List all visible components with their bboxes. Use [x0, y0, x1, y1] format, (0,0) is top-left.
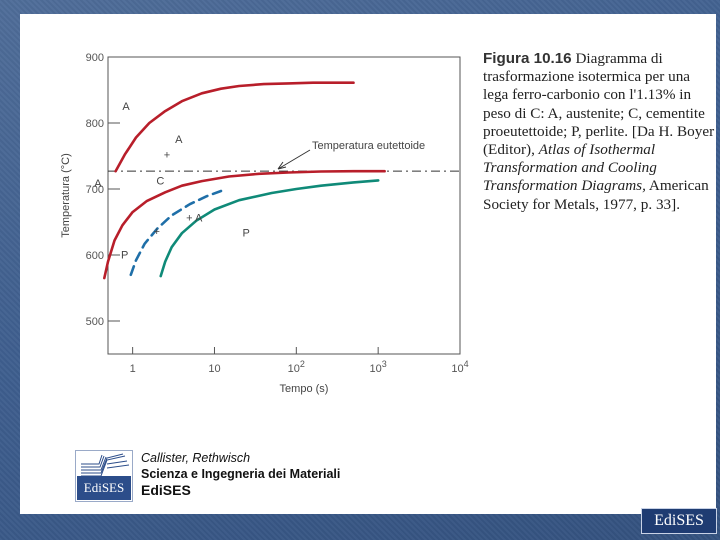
x-tick-exponent: 3	[382, 359, 387, 369]
series-pearl-finish-line	[159, 179, 380, 278]
x-tick-label: 1	[130, 363, 136, 375]
publisher-logo: EdiSES	[641, 508, 717, 534]
y-tick-label: 800	[86, 118, 104, 130]
region-label: C	[156, 175, 164, 187]
x-tick-label: 103	[370, 359, 387, 375]
book-info: Callister, Rethwisch Scienza e Ingegneri…	[141, 450, 340, 498]
slide-content: 500 600 700 800 900 1 10 102 103 104 A A + A C + A + P P …	[20, 14, 716, 514]
book-stripes-icon	[81, 453, 130, 477]
y-tick-label: 900	[86, 52, 104, 64]
caption-text: Diagramma di trasformazione isotermica p…	[483, 50, 715, 159]
caption-italic-title: Atlas of Isothermal Transformation and C…	[483, 141, 657, 195]
region-label: +	[154, 226, 160, 238]
series-pearl-start-line	[103, 169, 386, 280]
book-logo-text: EdiSES	[77, 476, 131, 500]
plot-frame	[107, 56, 461, 355]
chart-region-labels: A A + A C + A + P P	[94, 101, 250, 261]
series-cem-stop-line	[129, 189, 223, 277]
chart-series	[103, 81, 386, 280]
x-tick-exponent: 2	[300, 359, 305, 369]
x-tick-label: 10	[208, 363, 220, 375]
book-credit: EdiSES Callister, Rethwisch Scienza e In…	[75, 448, 375, 508]
y-tick-label: 500	[86, 316, 104, 328]
figure-number: Figura 10.16	[483, 50, 572, 67]
region-label: A	[94, 178, 102, 190]
y-tick-label: 600	[86, 250, 104, 262]
chart-axes: 500 600 700 800 900 1 10 102 103 104	[86, 52, 469, 375]
region-label: A	[175, 134, 183, 146]
region-label: A	[122, 101, 130, 113]
eutectoid-arrow	[277, 149, 311, 170]
book-logo: EdiSES	[75, 450, 133, 502]
caption-reference: American Society for Metals, 1977, p. 33…	[483, 177, 709, 213]
figure-caption: Figura 10.16 Diagramma di trasformazione…	[483, 50, 719, 214]
y-tick-label: 700	[86, 184, 104, 196]
book-publisher: EdiSES	[141, 482, 191, 498]
book-authors: Callister, Rethwisch	[141, 451, 251, 465]
series-cem-start-line	[114, 81, 355, 173]
region-label: +	[164, 150, 170, 162]
x-tick-label: 102	[288, 359, 305, 375]
book-title: Scienza e Ingegneria dei Materiali	[141, 467, 341, 481]
x-axis-label: Tempo (s)	[280, 383, 329, 395]
x-tick-exponent: 4	[464, 359, 469, 369]
region-label: P	[243, 228, 250, 240]
eutectoid-temperature-label: Temperatura eutettoide	[312, 140, 425, 152]
region-label: + A	[186, 212, 203, 224]
region-label: P	[121, 249, 128, 261]
y-axis-label: Temperatura (°C)	[60, 153, 72, 237]
x-tick-label: 104	[451, 359, 468, 375]
